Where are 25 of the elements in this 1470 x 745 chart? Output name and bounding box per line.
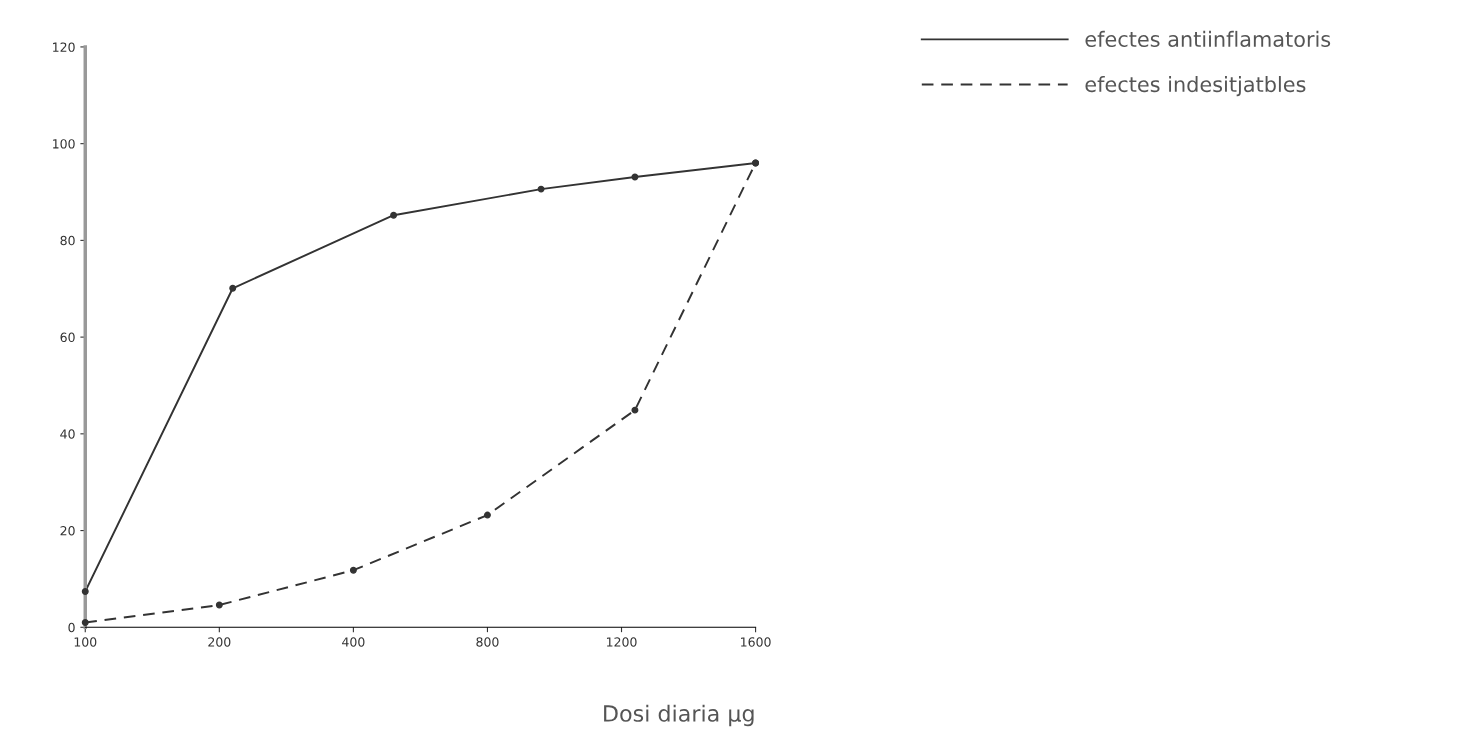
point bbox=[390, 211, 398, 219]
x-tick-label: 100 bbox=[74, 637, 97, 647]
y-tick-label: 20 bbox=[60, 526, 75, 536]
point bbox=[349, 566, 357, 574]
y-tick-label: 0 bbox=[68, 622, 75, 633]
x-tick-label: 1200 bbox=[606, 637, 637, 647]
x-tick-label: 800 bbox=[476, 637, 499, 647]
x-tick-label: 200 bbox=[208, 637, 231, 647]
text: efectes antiinflamatoris bbox=[1085, 30, 1331, 47]
y-tick-label: 40 bbox=[60, 429, 75, 439]
point bbox=[537, 185, 545, 193]
point bbox=[229, 284, 237, 292]
point bbox=[631, 173, 639, 181]
x-tick-label: 400 bbox=[342, 637, 365, 647]
text: efectes indesitjatbles bbox=[1085, 76, 1306, 97]
x-axis-title: Dosi diaria µg bbox=[604, 704, 754, 727]
point bbox=[81, 588, 89, 595]
point bbox=[631, 406, 639, 414]
y-tick-label: 120 bbox=[53, 42, 75, 52]
x-tick-label: 1600 bbox=[741, 637, 771, 647]
y-tick-label: 100 bbox=[53, 139, 75, 149]
y-tick-label: 60 bbox=[60, 332, 75, 343]
point bbox=[483, 511, 491, 519]
point bbox=[215, 601, 223, 609]
y-tick-label: 80 bbox=[60, 235, 75, 246]
